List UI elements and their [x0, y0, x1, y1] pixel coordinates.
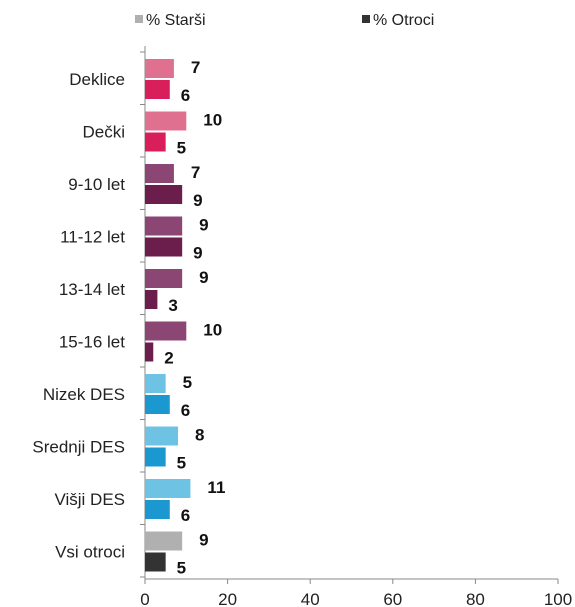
x-tick-label: 100 — [544, 590, 572, 607]
bar-children — [145, 447, 166, 467]
x-tick-label: 40 — [301, 590, 320, 607]
legend-label-2: % Otroci — [373, 12, 434, 29]
x-tick-label: 20 — [218, 590, 237, 607]
data-label: 9 — [199, 216, 208, 235]
bar-children — [145, 500, 170, 519]
data-label: 3 — [168, 296, 177, 315]
category-label: Srednji DES — [32, 438, 125, 457]
data-label: 5 — [177, 559, 186, 578]
legend: % Starši % Otroci — [135, 12, 434, 29]
category-label: Višji DES — [54, 490, 125, 509]
bar-children — [145, 237, 183, 257]
data-label: 7 — [191, 163, 200, 182]
x-tick-label: 0 — [140, 590, 149, 607]
bar-children — [145, 552, 166, 572]
category-label: Nizek DES — [43, 385, 125, 404]
data-label: 7 — [191, 58, 200, 77]
bar-parents — [145, 374, 166, 393]
bar-children — [145, 80, 170, 99]
data-label: 8 — [195, 426, 204, 445]
data-label: 9 — [199, 268, 208, 287]
bar-parents — [145, 164, 174, 183]
data-label: 2 — [164, 349, 173, 368]
data-label: 6 — [181, 506, 190, 525]
axes: 0 20 40 60 80 100 — [140, 46, 572, 607]
category-label: Vsi otroci — [55, 543, 125, 562]
data-label: 9 — [199, 531, 208, 550]
category-label: Dečki — [82, 123, 125, 142]
bar-parents — [145, 531, 183, 551]
bar-children — [145, 185, 183, 204]
data-label: 10 — [203, 111, 222, 130]
category-label: 11-12 let — [60, 228, 125, 247]
bar-parents — [145, 216, 183, 236]
x-tick-label: 80 — [466, 590, 485, 607]
legend-swatch-1 — [135, 15, 143, 23]
category-label: 15-16 let — [59, 333, 125, 352]
data-label: 6 — [181, 86, 190, 105]
data-label: 5 — [177, 454, 186, 473]
bar-parents — [145, 269, 183, 288]
bar-parents — [145, 426, 179, 446]
bar-children — [145, 132, 166, 152]
bar-children — [145, 342, 154, 362]
bar-parents — [145, 59, 174, 78]
data-label: 6 — [181, 401, 190, 420]
category-label: Deklice — [69, 70, 125, 89]
x-tick-label: 60 — [383, 590, 402, 607]
bar-parents — [145, 321, 187, 341]
data-label: 9 — [193, 244, 202, 263]
data-label: 11 — [207, 478, 225, 497]
data-label: 5 — [183, 373, 192, 392]
data-label: 10 — [203, 321, 222, 340]
data-label: 9 — [193, 191, 202, 210]
legend-label-1: % Starši — [146, 12, 206, 29]
bar-parents — [145, 111, 187, 131]
category-label: 13-14 let — [59, 280, 125, 299]
bar-parents — [145, 479, 191, 498]
legend-swatch-2 — [362, 15, 370, 23]
bar-children — [145, 395, 170, 414]
bar-children — [145, 290, 158, 309]
data-label: 5 — [177, 139, 186, 158]
category-label: 9-10 let — [68, 175, 125, 194]
